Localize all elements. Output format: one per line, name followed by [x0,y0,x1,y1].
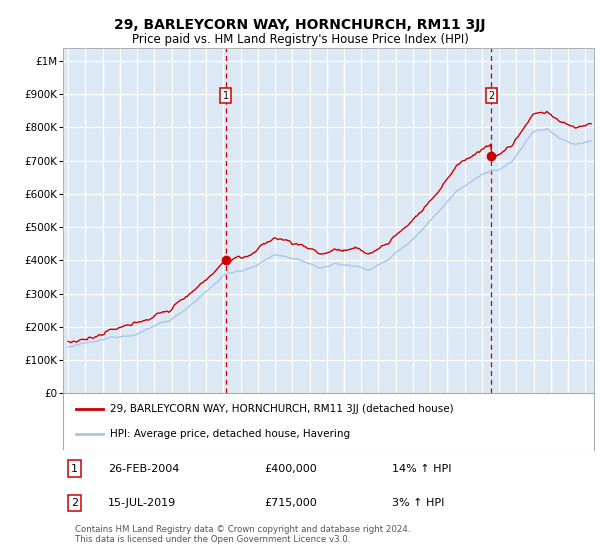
Text: 2: 2 [71,498,78,508]
Text: £715,000: £715,000 [265,498,317,508]
Text: 15-JUL-2019: 15-JUL-2019 [108,498,176,508]
Text: 2: 2 [488,91,494,101]
Text: 29, BARLEYCORN WAY, HORNCHURCH, RM11 3JJ (detached house): 29, BARLEYCORN WAY, HORNCHURCH, RM11 3JJ… [110,404,454,414]
Text: 14% ↑ HPI: 14% ↑ HPI [392,464,452,474]
Text: Price paid vs. HM Land Registry's House Price Index (HPI): Price paid vs. HM Land Registry's House … [131,32,469,46]
Text: 26-FEB-2004: 26-FEB-2004 [108,464,179,474]
Text: 1: 1 [71,464,78,474]
Text: Contains HM Land Registry data © Crown copyright and database right 2024.
This d: Contains HM Land Registry data © Crown c… [74,525,410,544]
Text: £400,000: £400,000 [265,464,317,474]
Text: 1: 1 [223,91,229,101]
Text: 3% ↑ HPI: 3% ↑ HPI [392,498,445,508]
Text: 29, BARLEYCORN WAY, HORNCHURCH, RM11 3JJ: 29, BARLEYCORN WAY, HORNCHURCH, RM11 3JJ [114,18,486,32]
Text: HPI: Average price, detached house, Havering: HPI: Average price, detached house, Have… [110,429,350,439]
